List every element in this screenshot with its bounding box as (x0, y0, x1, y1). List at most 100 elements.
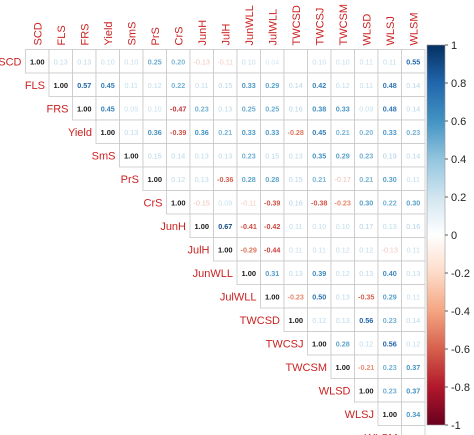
corr-value-label: 0.15 (289, 175, 303, 184)
corr-value-label: 0.22 (383, 198, 397, 207)
corr-value-label: 0.14 (406, 151, 420, 160)
row-label-JulWLL: JulWLL (220, 291, 257, 303)
corr-value-label: -0.23 (288, 292, 304, 301)
corr-value-label: 0.14 (289, 81, 303, 90)
column-label-TWCSD: TWCSD (291, 5, 303, 45)
row-label-FLS: FLS (25, 80, 45, 92)
corr-value-label: 0.25 (148, 57, 162, 66)
column-label-JulWLL: JulWLL (267, 9, 279, 46)
column-label-WLSM: WLSM (408, 13, 420, 46)
corr-value-label: 0.48 (383, 81, 397, 90)
corr-value-label: 0.57 (77, 81, 91, 90)
row-label-SCD: SCD (0, 56, 22, 68)
corr-value-label: 0.29 (265, 81, 279, 90)
corr-value-label: 0.11 (383, 57, 396, 66)
row-label-Yield: Yield (68, 127, 92, 139)
column-label-FLS: FLS (56, 25, 68, 45)
corr-value-label: -0.47 (170, 104, 186, 113)
column-label-JunWLL: JunWLL (244, 5, 256, 45)
row-label-SmS: SmS (92, 150, 116, 162)
corr-value-label: -0.29 (241, 245, 257, 254)
cell-SCD-TWCSD (283, 49, 308, 74)
corr-value-label: 0.14 (406, 316, 420, 325)
row-label-FRS: FRS (47, 103, 69, 115)
corr-value-label: 0.25 (265, 104, 279, 113)
corr-value-label: 0.21 (218, 128, 232, 137)
corr-value-label: 0.30 (383, 175, 397, 184)
column-label-FRS: FRS (79, 24, 91, 46)
corr-value-label: 0.31 (265, 269, 279, 278)
corr-value-label: -0.11 (217, 57, 233, 66)
corr-value-label: 0.12 (359, 339, 373, 348)
corr-value-label: 0.13 (218, 104, 232, 113)
corr-value-label: 0.13 (359, 269, 373, 278)
corr-value-label: 0.12 (359, 245, 373, 254)
corr-value-label: 0.12 (406, 339, 420, 348)
column-label-WLSJ: WLSJ (385, 16, 397, 45)
column-label-CrS: CrS (173, 27, 185, 46)
corr-value-label: 0.16 (406, 222, 420, 231)
corr-value-label: -0.39 (264, 198, 280, 207)
row-label-TWCSD: TWCSD (240, 315, 280, 327)
corr-value-label: -0.42 (264, 222, 280, 231)
corr-value-label: 0.15 (265, 151, 279, 160)
corr-value-label: 0.11 (195, 81, 208, 90)
corr-value-label: 0.37 (406, 363, 420, 372)
corr-value-label: 0.11 (407, 245, 420, 254)
corr-value-label: 0.39 (312, 269, 326, 278)
corr-value-label: 0.34 (406, 410, 420, 419)
colorbar-tick-label: 0.8 (451, 78, 466, 90)
corr-value-label: -0.13 (382, 245, 398, 254)
corr-value-label: -0.13 (194, 57, 210, 66)
corr-value-label: 0.15 (148, 151, 162, 160)
diag-label: 1.00 (100, 128, 115, 137)
corr-value-label: 0.35 (312, 151, 326, 160)
corr-value-label: -0.35 (358, 292, 374, 301)
corr-value-label: 0.37 (406, 386, 420, 395)
diag-label: 1.00 (147, 175, 162, 184)
corr-value-label: 0.11 (125, 81, 138, 90)
colorbar-tick-label: 0.6 (451, 116, 466, 128)
corr-value-label: -0.11 (241, 198, 257, 207)
corr-value-label: 0.33 (336, 104, 350, 113)
corr-value-label: 0.10 (124, 57, 138, 66)
corr-value-label: 0.11 (360, 81, 373, 90)
row-label-JunH: JunH (160, 221, 186, 233)
diag-label: 1.00 (335, 363, 350, 372)
labels-layer: SCD FLS FRS Yield SmS PrS CrS JunH JulH JunWLL Jul… (0, 4, 420, 435)
corr-value-label: -0.44 (264, 245, 280, 254)
diag-label: 1.00 (194, 222, 209, 231)
corr-value-label: 0.30 (359, 198, 373, 207)
corr-value-label: 0.48 (383, 104, 397, 113)
corr-value-label: 0.14 (406, 104, 420, 113)
row-label-WLSJ: WLSJ (345, 409, 374, 421)
corr-value-label: 0.38 (312, 104, 326, 113)
corr-value-label: 0.16 (289, 104, 303, 113)
corr-value-label: 0.12 (336, 245, 350, 254)
corr-value-label: 0.23 (195, 104, 209, 113)
corr-value-label: 0.13 (336, 316, 350, 325)
colorbar-tick-label: 1 (451, 40, 457, 52)
corr-value-label: 0.13 (218, 151, 232, 160)
diag-label: 1.00 (218, 245, 233, 254)
corr-value-label: 0.19 (383, 151, 397, 160)
corr-value-label: 0.10 (336, 57, 350, 66)
diag-label: 1.00 (312, 339, 327, 348)
cell-WLSM-WLSM (401, 425, 426, 435)
corr-value-label: 0.11 (289, 222, 302, 231)
corr-value-label: 0.13 (336, 292, 350, 301)
corr-value-label: 0.16 (289, 198, 303, 207)
corr-value-label: 0.12 (148, 81, 162, 90)
corr-value-label: 0.67 (218, 222, 232, 231)
corr-value-label: 0.11 (360, 57, 373, 66)
colorbar-tick-label: 0 (451, 230, 457, 242)
corr-value-label: 0.42 (312, 81, 326, 90)
row-label-PrS: PrS (121, 174, 139, 186)
corr-value-label: 0.13 (406, 269, 420, 278)
corr-value-label: 0.23 (383, 363, 397, 372)
corr-value-label: 0.12 (171, 175, 185, 184)
corr-value-label: 0.36 (195, 128, 209, 137)
column-label-SCD: SCD (32, 22, 44, 45)
corr-value-label: 0.10 (312, 222, 326, 231)
